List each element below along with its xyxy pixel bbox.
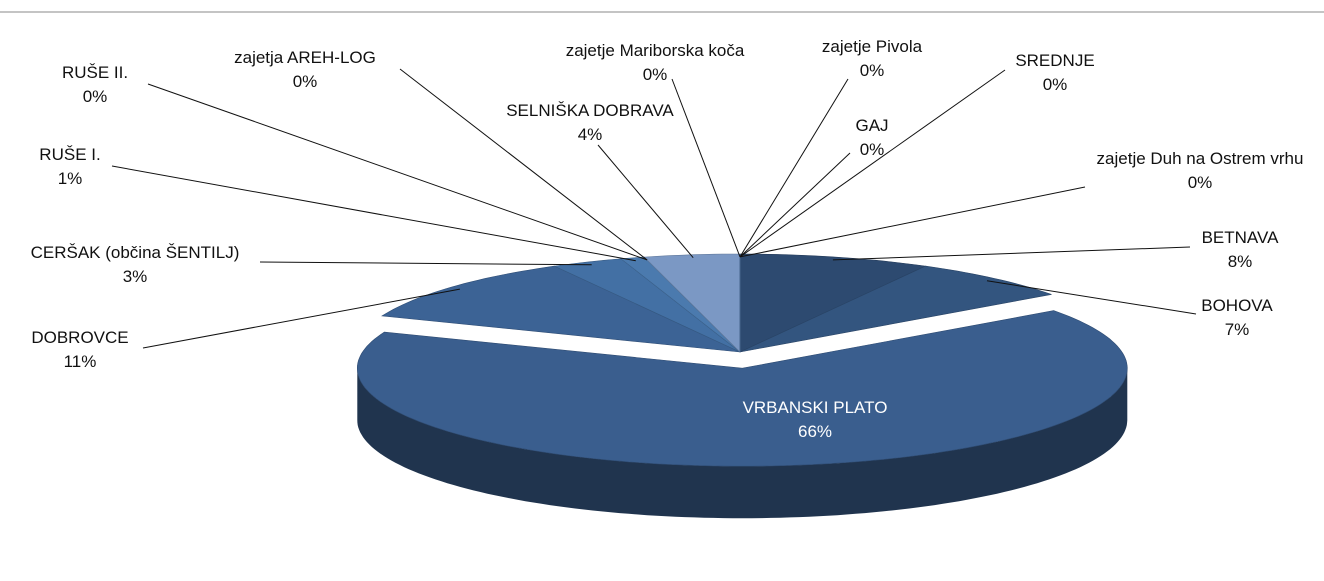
category-label: GAJ: [855, 116, 889, 135]
leader-line: [147, 83, 648, 261]
value-label: 8%: [1227, 252, 1253, 271]
data-label: zajetja AREH-LOG 0%: [180, 46, 430, 94]
slice: [553, 258, 741, 353]
leader-line: [739, 152, 851, 258]
data-label: SREDNJE 0%: [955, 49, 1155, 97]
leader-line: [597, 144, 694, 259]
category-label: CERŠAK (občina ŠENTILJ): [30, 243, 240, 262]
category-label: zajetje Duh na Ostrem vrhu: [1096, 149, 1304, 168]
category-label: DOBROVCE: [31, 328, 129, 347]
category-label: BETNAVA: [1201, 228, 1279, 247]
data-label: DOBROVCE 11%: [0, 326, 180, 374]
leader-line: [671, 78, 741, 258]
value-label: 11%: [63, 352, 97, 371]
leader-line: [986, 280, 1197, 315]
value-label: 3%: [122, 267, 148, 286]
value-label: 1%: [57, 169, 83, 188]
value-label: 0%: [859, 140, 885, 159]
category-label: SREDNJE: [1015, 51, 1095, 70]
value-label: 0%: [859, 61, 885, 80]
value-label: 7%: [1224, 320, 1250, 339]
leader-line: [832, 246, 1191, 261]
category-label: zajetje Mariborska koča: [565, 41, 745, 60]
category-label: zajetja AREH-LOG: [234, 48, 376, 67]
leader-line: [259, 261, 592, 266]
value-label: 0%: [82, 87, 108, 106]
data-label: zajetje Pivola 0%: [747, 35, 997, 83]
slice: [356, 310, 1128, 467]
data-label: GAJ 0%: [772, 114, 972, 162]
value-label: 0%: [292, 72, 318, 91]
category-label: RUŠE II.: [61, 63, 129, 82]
category-label: RUŠE I.: [39, 145, 101, 164]
leader-line: [111, 165, 636, 262]
category-label: SELNIŠKA DOBRAVA: [506, 101, 674, 120]
value-label: 0%: [642, 65, 668, 84]
slice-side: [357, 368, 1128, 519]
data-label: SELNIŠKA DOBRAVA 4%: [465, 99, 715, 147]
data-label: zajetje Duh na Ostrem vrhu 0%: [1085, 147, 1315, 195]
data-label: BOHOVA 7%: [1137, 294, 1324, 342]
leader-line: [739, 78, 849, 258]
value-label: 0%: [1187, 173, 1213, 192]
data-label: zajetje Mariborska koča 0%: [505, 39, 805, 87]
slice: [643, 253, 741, 353]
leader-line: [739, 186, 1086, 258]
category-label: zajetje Pivola: [821, 37, 923, 56]
data-label: CERŠAK (občina ŠENTILJ) 3%: [0, 241, 285, 289]
category-label: VRBANSKI PLATO: [742, 398, 888, 417]
data-label: RUŠE I. 1%: [0, 143, 170, 191]
data-label: RUŠE II. 0%: [0, 61, 195, 109]
leader-line: [142, 288, 460, 349]
slice: [739, 265, 1052, 353]
slice: [381, 265, 741, 353]
value-label: 0%: [1042, 75, 1068, 94]
value-label: 4%: [577, 125, 603, 144]
pie: [356, 253, 1128, 519]
value-label: 66%: [797, 422, 833, 441]
category-label: BOHOVA: [1201, 296, 1273, 315]
data-label: VRBANSKI PLATO 66%: [715, 396, 915, 444]
slice: [739, 253, 927, 353]
leader-line: [739, 69, 1006, 258]
leader-line: [399, 68, 648, 261]
data-label: BETNAVA 8%: [1140, 226, 1324, 274]
